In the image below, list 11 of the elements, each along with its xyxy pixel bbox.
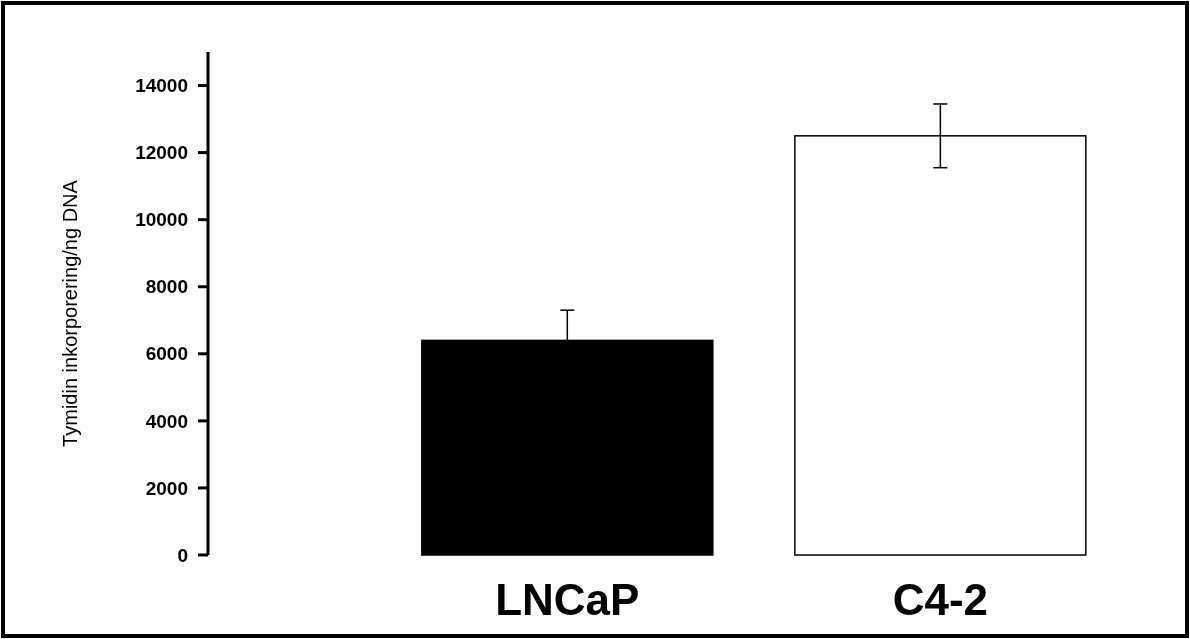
y-tick-label: 14000 bbox=[135, 75, 188, 97]
y-axis-title: Tymidin inkorporering/ng DNA bbox=[59, 179, 81, 447]
y-tick-label: 12000 bbox=[135, 142, 188, 164]
y-tick-label: 8000 bbox=[145, 276, 188, 298]
y-tick-label: 0 bbox=[177, 544, 188, 566]
x-tick-label: C4-2 bbox=[892, 575, 989, 624]
y-tick-label: 2000 bbox=[145, 477, 188, 499]
y-tick-label: 6000 bbox=[145, 343, 188, 365]
x-tick-label: LNCaP bbox=[495, 575, 640, 624]
y-tick-label: 4000 bbox=[145, 410, 188, 432]
y-tick-label: 10000 bbox=[135, 209, 188, 231]
